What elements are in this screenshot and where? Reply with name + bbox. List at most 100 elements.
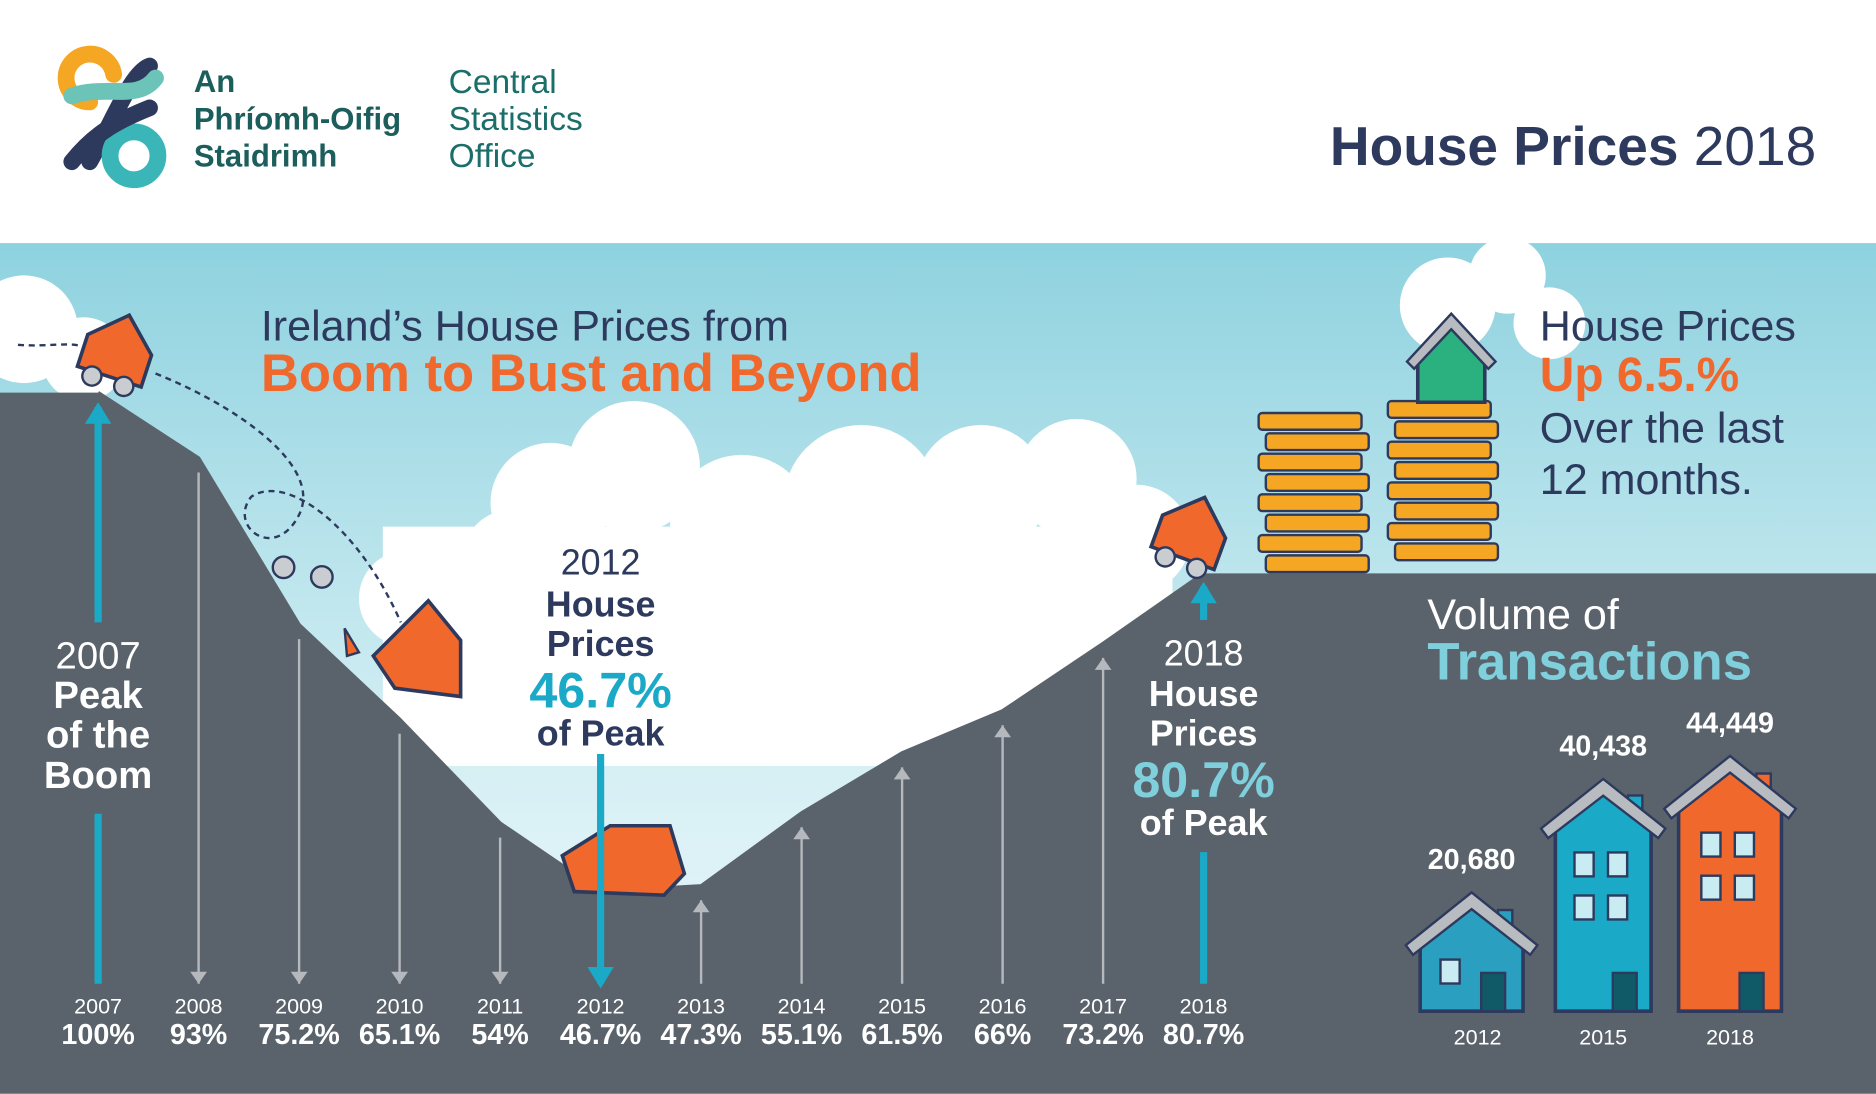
window bbox=[1733, 874, 1756, 901]
green-roof bbox=[1405, 311, 1498, 371]
annotation: of Peak bbox=[537, 714, 665, 754]
wheel bbox=[1185, 557, 1208, 580]
house-roof bbox=[1662, 754, 1798, 820]
window bbox=[1573, 894, 1595, 921]
coin bbox=[1264, 554, 1370, 574]
year-label: 2008 bbox=[175, 994, 223, 1018]
highlight-arrow-head bbox=[587, 966, 614, 989]
arrow-head bbox=[893, 767, 911, 780]
coin bbox=[1257, 452, 1363, 472]
highlight-arrow-head bbox=[1190, 581, 1217, 604]
logo-irish: An bbox=[194, 64, 235, 99]
coin bbox=[1264, 472, 1370, 492]
annotation: Peak bbox=[53, 674, 143, 717]
falling-house bbox=[370, 598, 463, 699]
arrow-head bbox=[793, 827, 810, 840]
annotation: Prices bbox=[547, 624, 655, 664]
arrow-head bbox=[994, 725, 1011, 738]
door bbox=[1738, 971, 1765, 1013]
value-label: 100% bbox=[61, 1019, 134, 1051]
arrow-head bbox=[1094, 657, 1112, 670]
house-roof bbox=[1539, 777, 1668, 840]
bar-year-label: 2012 bbox=[1454, 1025, 1502, 1049]
window bbox=[1573, 851, 1595, 878]
value-label: 75.2% bbox=[258, 1019, 339, 1051]
headline: Ireland’s House Prices from bbox=[261, 303, 789, 351]
highlight-arrow-head bbox=[84, 402, 112, 424]
wheel bbox=[112, 375, 135, 398]
house-icon bbox=[1148, 495, 1228, 580]
logo-irish: Staidrimh bbox=[194, 138, 337, 173]
annotation: 2012 bbox=[561, 542, 641, 582]
year-label: 2009 bbox=[275, 994, 323, 1018]
bar-value-label: 20,680 bbox=[1428, 844, 1516, 876]
year-label: 2010 bbox=[376, 994, 424, 1018]
callout: Up 6.5.% bbox=[1540, 349, 1739, 402]
arrow-head bbox=[391, 971, 408, 984]
house-roof bbox=[1404, 890, 1540, 957]
coin bbox=[1264, 513, 1370, 533]
wheel bbox=[1154, 546, 1176, 568]
rubble bbox=[560, 823, 687, 897]
debris bbox=[343, 627, 361, 658]
coin bbox=[1386, 481, 1492, 501]
annotation: 2007 bbox=[56, 634, 141, 677]
wheel bbox=[81, 365, 103, 387]
value-label: 66% bbox=[974, 1019, 1031, 1051]
door bbox=[1479, 971, 1507, 1013]
coin bbox=[1386, 440, 1492, 460]
window bbox=[1700, 874, 1722, 901]
year-label: 2018 bbox=[1180, 994, 1228, 1018]
window bbox=[1606, 851, 1629, 878]
coin bbox=[1393, 501, 1500, 521]
logo-icon bbox=[57, 45, 167, 189]
year-label: 2014 bbox=[778, 994, 826, 1018]
year-label: 2017 bbox=[1079, 994, 1127, 1018]
bar-subtitle: Transactions bbox=[1427, 632, 1752, 691]
wheel bbox=[271, 555, 296, 580]
clouds bbox=[0, 237, 1586, 766]
value-label: 80.7% bbox=[1163, 1019, 1244, 1051]
year-label: 2007 bbox=[74, 994, 122, 1018]
bar-value-label: 40,438 bbox=[1559, 730, 1647, 762]
value-label: 61.5% bbox=[861, 1019, 942, 1051]
year-label: 2016 bbox=[979, 994, 1027, 1018]
year-label: 2015 bbox=[878, 994, 926, 1018]
annotation: House bbox=[1149, 674, 1259, 714]
value-label: 93% bbox=[170, 1019, 227, 1051]
window bbox=[1733, 831, 1756, 858]
callout: 12 months. bbox=[1540, 456, 1753, 504]
callout: House Prices bbox=[1540, 303, 1796, 351]
arrow-head bbox=[190, 971, 207, 984]
value-label: 65.1% bbox=[359, 1019, 440, 1051]
coin bbox=[1257, 493, 1363, 513]
bar-value-label: 44,449 bbox=[1686, 707, 1774, 739]
trajectory bbox=[17, 343, 402, 623]
annotation: Boom bbox=[44, 754, 152, 797]
window bbox=[1439, 958, 1461, 985]
logo-irish: Phríomh-Oifig bbox=[194, 101, 401, 136]
value-label: 55.1% bbox=[761, 1019, 842, 1051]
value-label: 46.7% bbox=[560, 1019, 641, 1051]
arrow-head bbox=[692, 900, 710, 913]
value-label: 54% bbox=[471, 1019, 528, 1051]
year-label: 2013 bbox=[677, 994, 725, 1018]
bar-title: Volume of bbox=[1427, 591, 1620, 639]
window bbox=[1700, 831, 1722, 858]
annotation: 46.7% bbox=[529, 662, 671, 718]
title-year: 2018 bbox=[1694, 114, 1816, 176]
coin bbox=[1257, 533, 1363, 553]
house-bar bbox=[1676, 763, 1784, 1014]
callout: Over the last bbox=[1540, 404, 1784, 452]
title-bold: House Prices bbox=[1330, 114, 1679, 176]
year-label: 2011 bbox=[477, 994, 523, 1018]
annotation: House bbox=[546, 584, 656, 624]
annotation: Prices bbox=[1150, 714, 1258, 754]
house-icon bbox=[75, 312, 154, 398]
wheel bbox=[309, 564, 334, 589]
annotation: of Peak bbox=[1140, 803, 1268, 843]
coin bbox=[1393, 542, 1500, 562]
arrow-head bbox=[491, 971, 509, 984]
value-label: 47.3% bbox=[660, 1019, 741, 1051]
annotation: 80.7% bbox=[1132, 752, 1274, 808]
